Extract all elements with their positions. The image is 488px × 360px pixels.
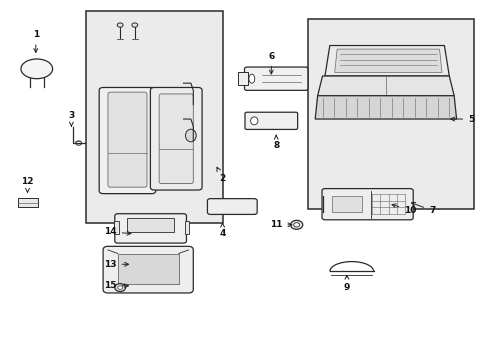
Bar (127, 218, 173, 232)
Bar (331, 196, 362, 212)
Text: 3: 3 (68, 111, 74, 126)
Ellipse shape (185, 129, 196, 142)
Ellipse shape (293, 223, 299, 227)
Bar (86, 12, 222, 223)
Ellipse shape (117, 23, 123, 27)
Bar (184, 221, 189, 234)
Text: 9: 9 (343, 275, 349, 292)
Text: 4: 4 (219, 223, 225, 238)
Ellipse shape (290, 220, 302, 229)
Ellipse shape (118, 286, 122, 289)
Text: 13: 13 (104, 260, 128, 269)
Text: 1: 1 (33, 30, 39, 53)
Text: 11: 11 (269, 220, 291, 229)
Polygon shape (325, 45, 448, 76)
Polygon shape (317, 76, 453, 96)
FancyBboxPatch shape (150, 87, 202, 190)
Bar (18, 198, 38, 207)
Text: 12: 12 (21, 177, 34, 192)
Text: 2: 2 (217, 167, 225, 183)
FancyBboxPatch shape (159, 94, 193, 184)
FancyBboxPatch shape (322, 189, 412, 220)
Text: 14: 14 (104, 228, 131, 237)
FancyBboxPatch shape (244, 67, 307, 90)
FancyBboxPatch shape (103, 246, 193, 293)
Text: 6: 6 (267, 52, 274, 74)
Bar (238, 72, 247, 85)
FancyBboxPatch shape (115, 214, 186, 243)
Ellipse shape (248, 74, 254, 83)
Ellipse shape (132, 23, 138, 27)
FancyBboxPatch shape (108, 92, 147, 187)
Bar (118, 253, 178, 284)
Bar (307, 19, 473, 209)
Text: 15: 15 (104, 281, 128, 290)
Text: 10: 10 (391, 204, 416, 215)
FancyBboxPatch shape (99, 87, 156, 194)
Text: 7: 7 (410, 202, 434, 215)
Ellipse shape (115, 284, 125, 292)
FancyBboxPatch shape (207, 199, 257, 215)
Text: 5: 5 (450, 114, 473, 123)
FancyBboxPatch shape (244, 112, 297, 130)
Ellipse shape (21, 59, 53, 79)
Polygon shape (315, 96, 456, 119)
Ellipse shape (250, 117, 257, 125)
Bar (114, 221, 119, 234)
Polygon shape (334, 49, 441, 72)
Text: 8: 8 (272, 135, 279, 150)
